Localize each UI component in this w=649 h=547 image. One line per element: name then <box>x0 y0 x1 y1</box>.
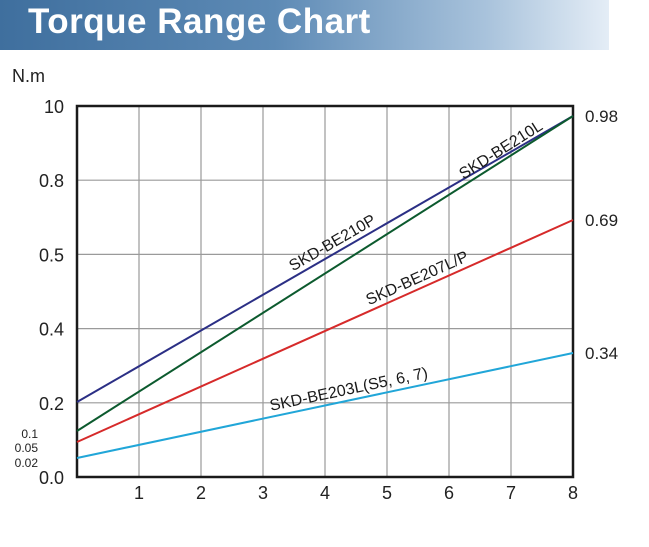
y-axis-unit: N.m <box>12 66 45 86</box>
series-end-value-label: 0.34 <box>585 344 618 363</box>
plot-frame <box>75 104 575 479</box>
chart-title: Torque Range Chart <box>28 2 371 41</box>
x-tick-label: 8 <box>568 483 578 503</box>
y-tick-label: 0.4 <box>39 320 64 340</box>
x-tick-label: 6 <box>444 483 454 503</box>
x-tick-label: 4 <box>320 483 330 503</box>
y-tick-label: 0.0 <box>39 468 64 488</box>
x-tick-label: 1 <box>134 483 144 503</box>
series-line <box>76 219 574 443</box>
series-name-label: SKD-BE210P <box>286 212 378 275</box>
series-name-label: SKD-BE203L(S5, 6, 7) <box>268 365 429 415</box>
x-tick-label: 2 <box>196 483 206 503</box>
y-tick-label: 0.5 <box>39 245 64 265</box>
y-tick-label: 0.02 <box>15 456 39 470</box>
y-tick-label: 10 <box>44 97 64 117</box>
x-tick-label: 7 <box>506 483 516 503</box>
x-tick-label: 5 <box>382 483 392 503</box>
series-name-label: SKD-BE210L <box>456 118 546 183</box>
series-end-value-label: 0.98 <box>585 107 618 126</box>
series-name-label: SKD-BE207L/P <box>364 248 472 309</box>
y-tick-label: 0.2 <box>39 394 64 414</box>
series-line <box>76 115 574 403</box>
x-tick-label: 3 <box>258 483 268 503</box>
series-end-value-label: 0.69 <box>585 211 618 230</box>
y-tick-label: 0.1 <box>21 427 38 441</box>
title-banner: Torque Range Chart <box>0 0 609 50</box>
y-tick-label: 0.05 <box>15 441 39 455</box>
series-line <box>76 352 574 459</box>
y-tick-label: 0.8 <box>39 171 64 191</box>
series-line <box>76 115 574 432</box>
